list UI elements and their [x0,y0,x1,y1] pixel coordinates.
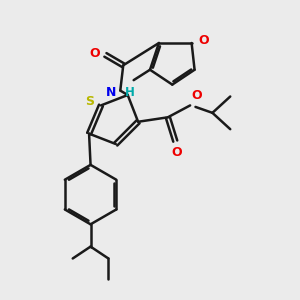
Text: H: H [125,85,135,98]
Text: O: O [198,34,209,47]
Text: O: O [89,47,100,60]
Text: N: N [106,85,117,98]
Text: O: O [192,89,202,102]
Text: S: S [85,95,94,108]
Text: O: O [171,146,182,159]
